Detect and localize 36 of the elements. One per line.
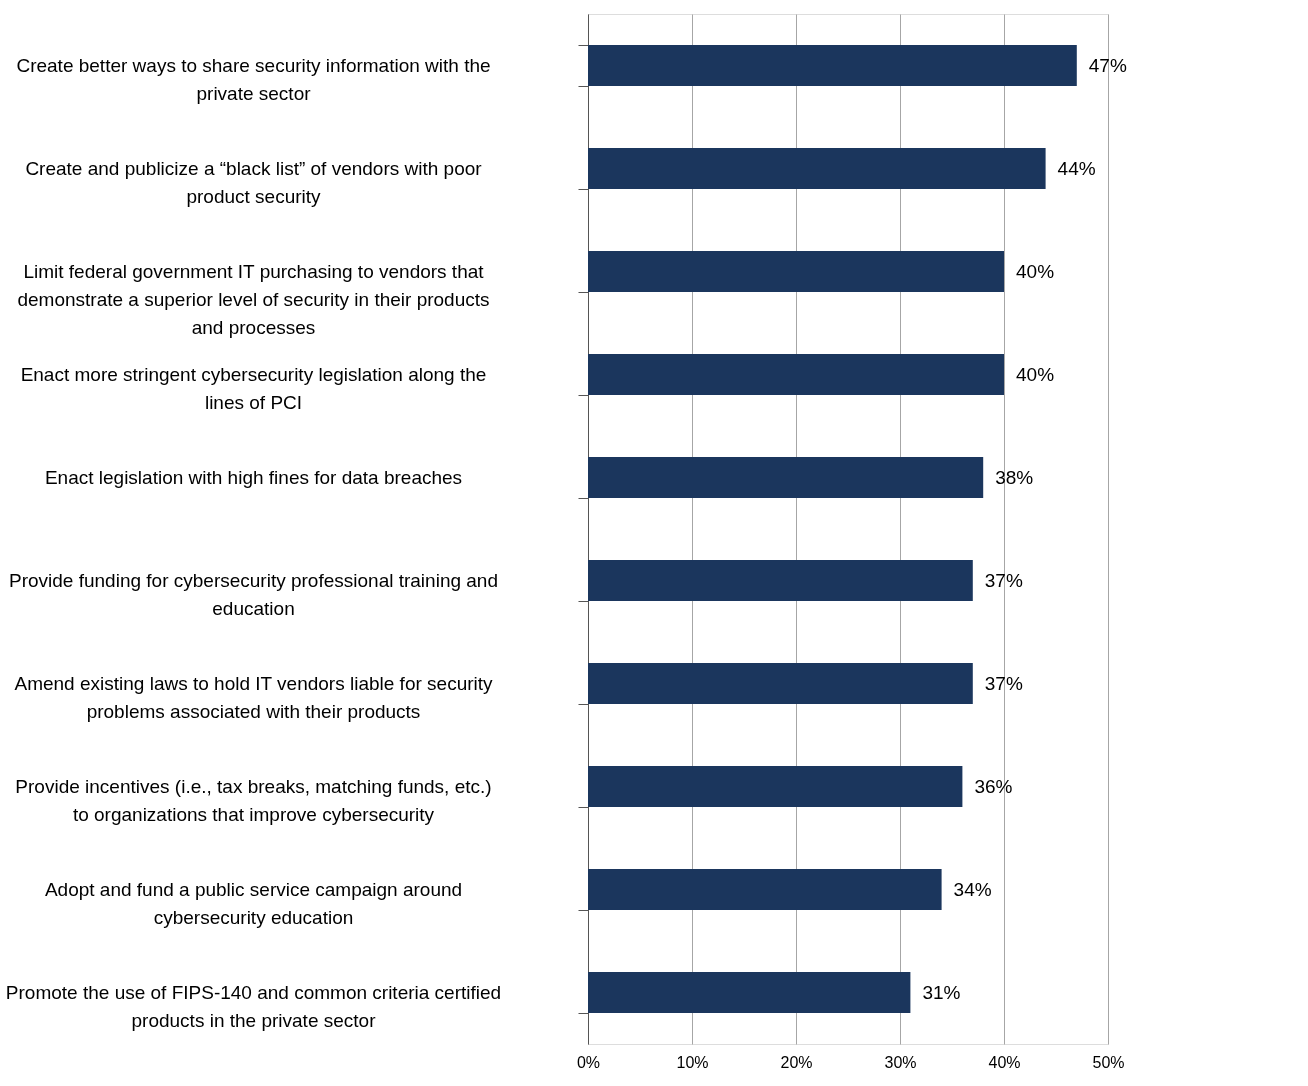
- y-tick-label: Adopt and fund a public service campaign around cybersecurity education: [44, 879, 463, 928]
- y-tick-label: Provide incentives (i.e., tax breaks, matching funds, etc.) to organizations that improve cybersecurity: [15, 776, 492, 825]
- bar: [588, 868, 942, 911]
- data-label: 38%: [995, 466, 1034, 488]
- bar: [588, 353, 1004, 396]
- y-tick-label: Promote the use of FIPS-140 and common criteria certified products in the private sector: [5, 982, 502, 1031]
- y-tick-label: Amend existing laws to hold IT vendors liable for security problems associated with their products: [14, 673, 494, 722]
- data-label: 36%: [974, 775, 1013, 797]
- bar: [588, 559, 973, 602]
- y-tick-label: Create better ways to share security information with the private sector: [16, 55, 491, 104]
- x-tick-label: 10%: [676, 1053, 709, 1071]
- x-tick-label: 30%: [884, 1053, 917, 1071]
- data-label: 37%: [984, 569, 1023, 591]
- x-tick-label: 50%: [1092, 1053, 1125, 1071]
- data-label: 40%: [1016, 363, 1055, 385]
- bar: [588, 456, 984, 499]
- bar: [588, 147, 1046, 190]
- data-label: 47%: [1088, 54, 1127, 76]
- y-tick-label: Enact more stringent cybersecurity legislation along the lines of PCI: [20, 364, 487, 413]
- bar: [588, 250, 1004, 293]
- y-tick-label: Provide funding for cybersecurity professional training and education: [9, 570, 498, 619]
- bar: [588, 971, 911, 1014]
- bar: [588, 662, 973, 705]
- data-label: 37%: [984, 672, 1023, 694]
- bar: [588, 44, 1077, 87]
- y-tick-label: Limit federal government IT purchasing to vendors that demonstrate a superior level of security in their products and processes: [17, 261, 490, 338]
- x-tick-label: 40%: [988, 1053, 1021, 1071]
- x-tick-label: 20%: [780, 1053, 813, 1071]
- y-tick-label: Create and publicize a “black list” of vendors with poor product security: [25, 158, 483, 207]
- data-label: 31%: [922, 981, 961, 1003]
- bar: [588, 765, 963, 808]
- data-label: 44%: [1057, 157, 1096, 179]
- x-tick-label: 0%: [576, 1053, 601, 1071]
- data-label: 34%: [953, 878, 992, 900]
- data-label: 40%: [1016, 260, 1055, 282]
- y-tick-label: Enact legislation with high fines for data breaches: [44, 467, 463, 488]
